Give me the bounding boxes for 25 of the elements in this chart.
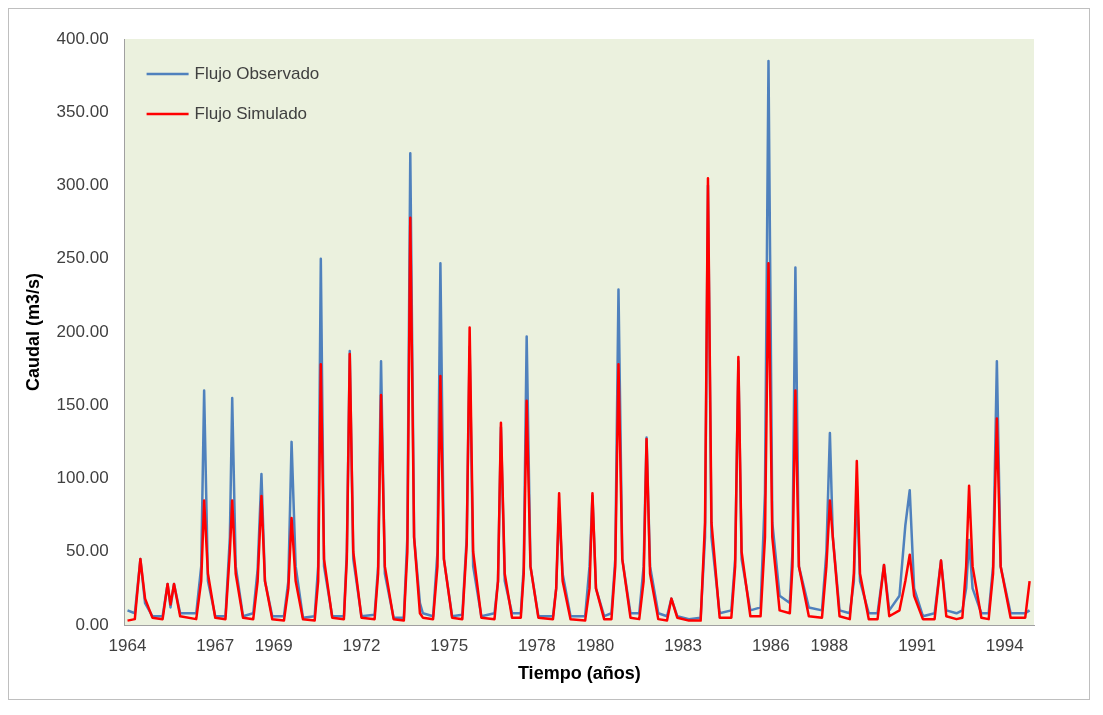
x-tick-label: 1988 <box>810 635 849 655</box>
y-axis-title: Caudal (m3/s) <box>22 272 43 392</box>
x-tick-label: 1991 <box>898 635 936 655</box>
x-tick-label: 1980 <box>576 635 615 655</box>
y-tick-label: 350.00 <box>56 101 109 121</box>
x-axis-title: Tiempo (años) <box>517 663 641 684</box>
x-tick-label: 1983 <box>664 635 703 655</box>
y-tick-label: 150.00 <box>56 394 109 414</box>
x-tick-label: 1994 <box>985 635 1024 655</box>
x-tick-label: 1967 <box>196 635 235 655</box>
legend-label: Flujo Observado <box>194 63 320 83</box>
x-tick-label: 1972 <box>342 635 381 655</box>
x-tick-label: 1978 <box>517 635 556 655</box>
x-tick-label: 1964 <box>108 635 147 655</box>
y-tick-label: 400.00 <box>56 28 109 48</box>
y-tick-label: 50.00 <box>66 541 109 561</box>
y-tick-label: 100.00 <box>56 468 109 488</box>
x-tick-label: 1986 <box>751 635 790 655</box>
y-tick-label: 0.00 <box>75 614 109 634</box>
x-tick-label: 1975 <box>430 635 469 655</box>
x-tick-label: 1969 <box>254 635 293 655</box>
y-tick-label: 250.00 <box>56 248 109 268</box>
y-tick-label: 200.00 <box>56 321 109 341</box>
legend-label: Flujo Simulado <box>194 103 308 123</box>
y-tick-label: 300.00 <box>56 175 109 195</box>
